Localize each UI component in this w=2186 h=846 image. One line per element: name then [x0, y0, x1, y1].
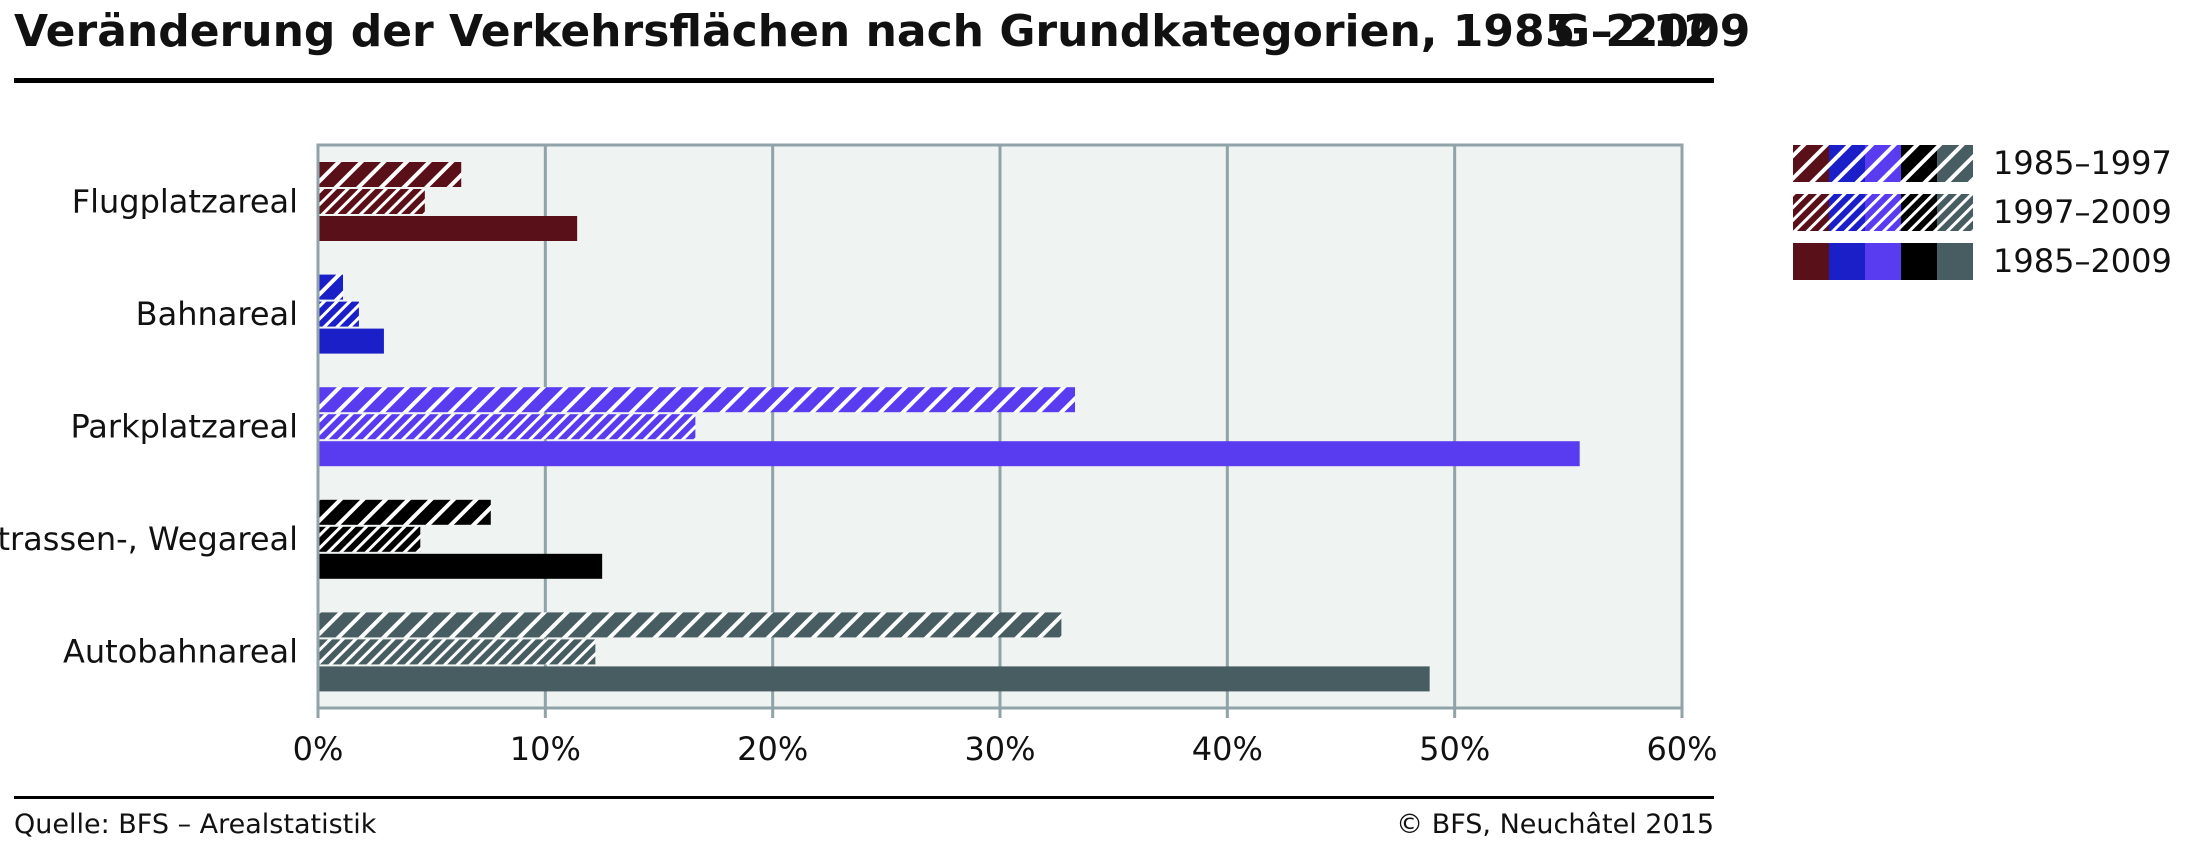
chart-header: Veränderung der Verkehrsflächen nach Gru…	[14, 0, 1750, 83]
x-tick-label: 60%	[1646, 730, 1717, 768]
x-tick-label: 40%	[1192, 730, 1263, 768]
legend-swatch	[1937, 243, 1973, 280]
bar	[318, 414, 696, 440]
category-label: Bahnareal	[136, 295, 298, 333]
legend-label: 1985–1997	[1993, 144, 2172, 182]
legend-label: 1997–2009	[1993, 193, 2172, 231]
chart-footer: Quelle: BFS – Arealstatistik © BFS, Neuc…	[14, 796, 1714, 846]
x-tick-label: 50%	[1419, 730, 1490, 768]
bar	[318, 328, 384, 354]
x-tick-label: 30%	[964, 730, 1035, 768]
bar	[318, 274, 344, 300]
category-label: Strassen-, Wegareal	[0, 520, 298, 558]
figure-number: G 2.12	[1554, 6, 1714, 57]
category-label: Parkplatzareal	[70, 408, 298, 446]
legend-swatch	[1865, 243, 1901, 280]
bar	[318, 189, 425, 214]
legend-swatch	[1829, 145, 1865, 182]
bar	[318, 499, 491, 525]
bar	[318, 387, 1076, 413]
bar	[318, 301, 359, 327]
source-note: Quelle: BFS – Arealstatistik	[14, 809, 377, 840]
bar	[318, 553, 603, 579]
bar	[318, 639, 596, 665]
bar	[318, 612, 1062, 638]
bar	[318, 526, 421, 552]
legend-label: 1985–2009	[1993, 242, 2172, 280]
x-tick-label: 10%	[510, 730, 581, 768]
legend-swatch	[1901, 243, 1937, 280]
bar	[318, 216, 578, 241]
legend-swatch	[1901, 145, 1937, 182]
bar	[318, 162, 462, 187]
chart-title: Veränderung der Verkehrsflächen nach Gru…	[14, 6, 1751, 57]
legend-swatch	[1793, 243, 1829, 280]
legend-swatch	[1793, 145, 1829, 182]
legend-swatch	[1901, 194, 1937, 231]
bar-chart: Flugplatzareal Bahnareal Parkplatzareal Str…	[0, 143, 2172, 768]
bar	[318, 441, 1580, 467]
legend-swatch	[1829, 243, 1865, 280]
copyright-note: © BFS, Neuchâtel 2015	[1396, 809, 1714, 840]
legend-swatch	[1937, 194, 1973, 231]
x-tick-label: 0%	[293, 730, 344, 768]
bar	[318, 666, 1430, 692]
x-tick-label: 20%	[737, 730, 808, 768]
legend-swatch	[1793, 194, 1829, 231]
legend-swatch	[1865, 194, 1901, 231]
legend-swatch	[1937, 145, 1973, 182]
category-label: Autobahnareal	[63, 633, 298, 671]
legend-swatch	[1865, 145, 1901, 182]
legend-swatch	[1829, 194, 1865, 231]
category-label: Flugplatzareal	[72, 182, 298, 220]
